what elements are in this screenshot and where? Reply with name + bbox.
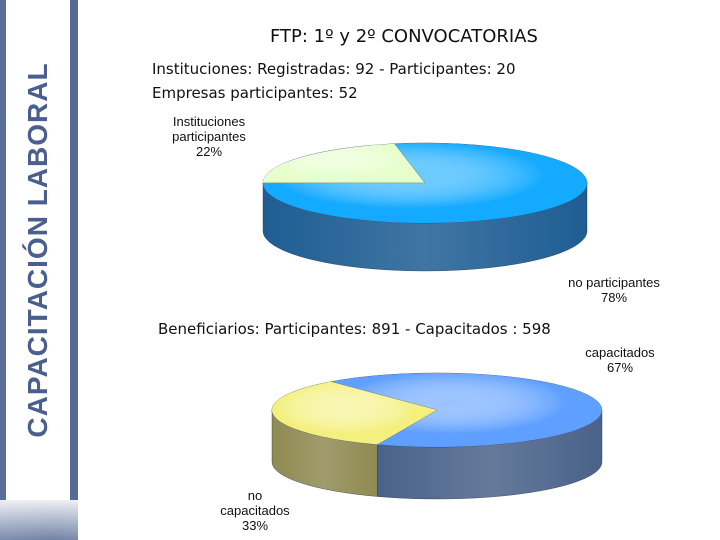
pie-chart-1 [262,142,588,272]
pie2-label-no-capacitados: no capacitados 33% [205,488,305,533]
beneficiarios-summary: Beneficiarios: Participantes: 891 - Capa… [158,320,551,338]
pie1-label-line1: Instituciones [172,114,246,129]
instituciones-summary: Instituciones: Registradas: 92 - Partici… [152,60,516,78]
pie2-slice-shine [272,381,437,445]
pie2-label-line1: no [247,488,263,503]
pie1-label-no-participantes: no participantes 78% [556,275,672,305]
empresas-summary: Empresas participantes: 52 [152,84,358,102]
sidebar-fade [0,500,78,540]
pie1-label-instituciones: Instituciones participantes 22% [152,114,266,159]
page-title: FTP: 1º y 2º CONVOCATORIAS [270,26,538,47]
pie2-label-value: 33% [241,518,269,533]
pie2-slice-shine [330,373,603,447]
pie2-label-line1: capacitados [585,345,655,360]
pie1-label-line2: participantes [172,129,246,144]
pie1-label-value: 78% [600,290,628,305]
pie1-label-value: 22% [195,144,223,159]
pie1-slice-shine [263,143,587,224]
pie1-label-line1: no participantes [568,275,660,290]
pie1-slice-shine [263,143,425,183]
pie2-label-value: 67% [606,360,634,375]
pie-chart-2 [271,372,603,500]
pie2-label-line2: capacitados [220,503,290,518]
pie2-label-capacitados: capacitados 67% [570,345,670,375]
sidebar-panel [6,0,70,500]
sidebar: CAPACITACIÓN LABORAL [0,0,78,540]
